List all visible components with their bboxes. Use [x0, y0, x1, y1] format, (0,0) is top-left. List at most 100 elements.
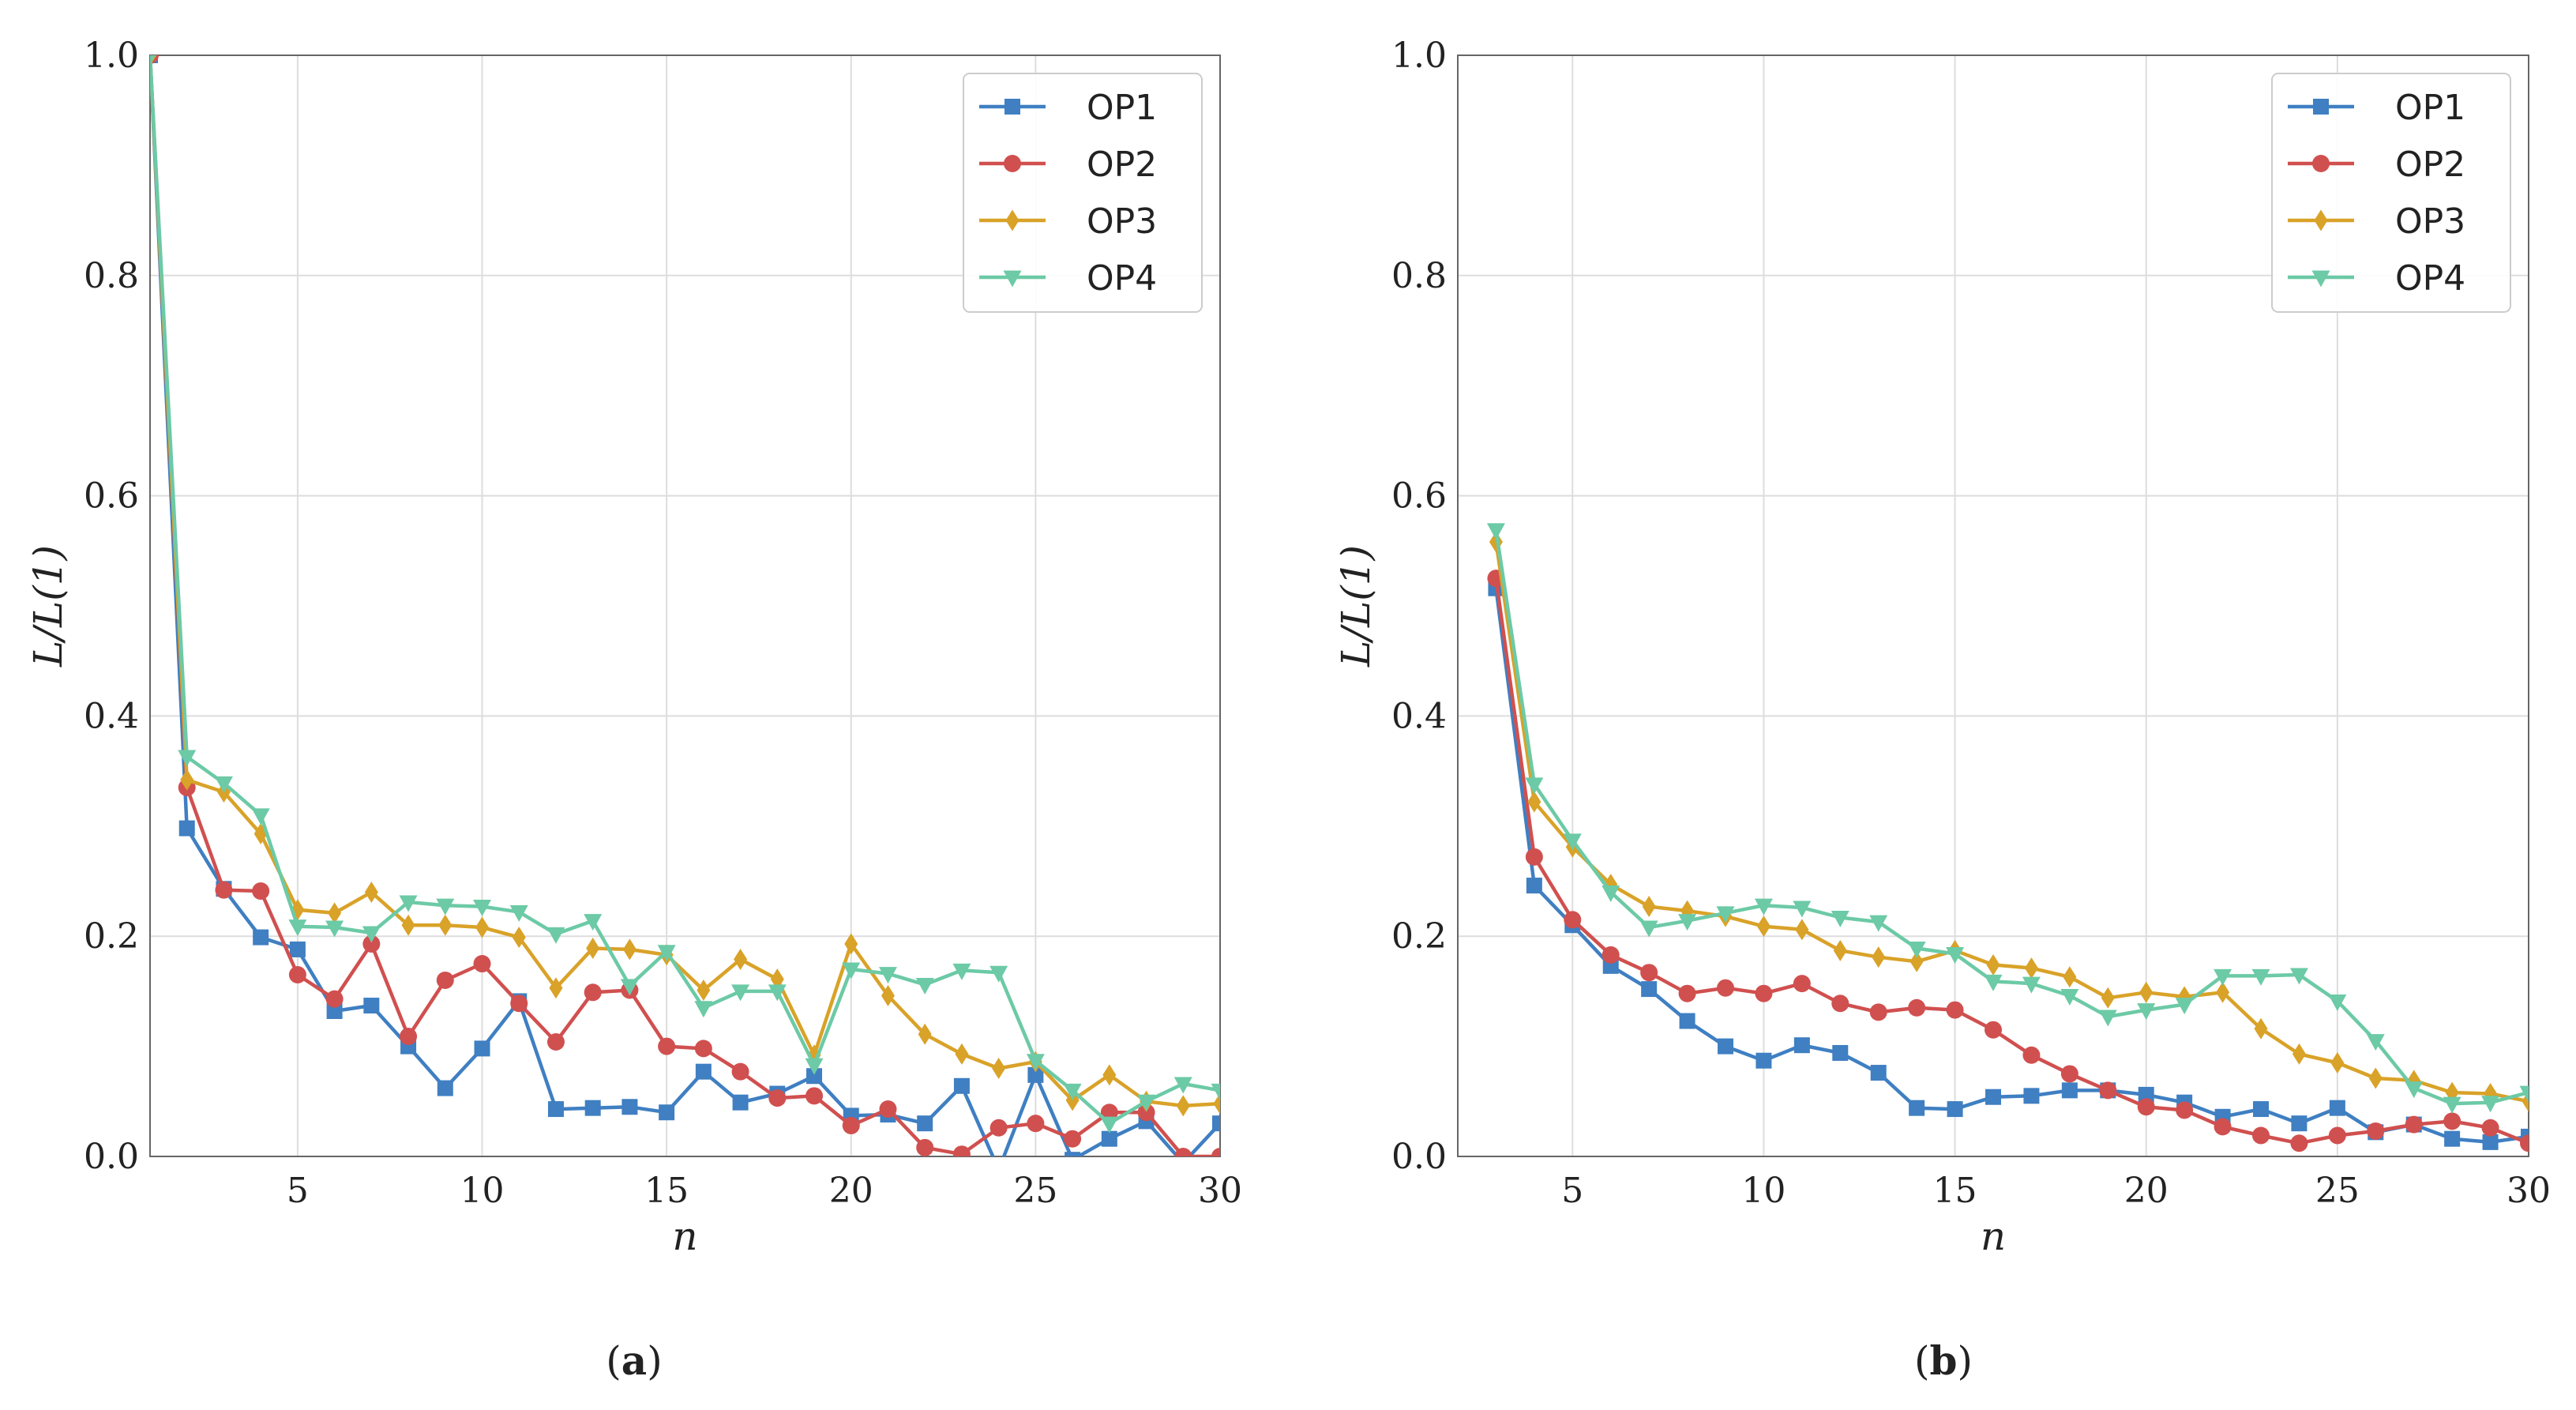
panel-b-legend-marker-op2 [2312, 155, 2330, 172]
panel-b-point-op3 [1909, 950, 1924, 972]
panel-a-point-op4 [1137, 1094, 1156, 1111]
panel-a-point-op3 [734, 948, 748, 970]
panel-b-point-op1 [2138, 1086, 2154, 1103]
panel-b-point-op1 [2291, 1115, 2308, 1132]
panel-b-point-op4 [1793, 901, 1812, 918]
panel-b-xtick-label: 15 [1933, 1171, 1977, 1211]
panel-b-line-op2 [1494, 577, 2529, 1145]
panel-a-point-op1 [289, 941, 306, 957]
panel-b-line-op1 [1494, 588, 2529, 1145]
panel-b-ytick-label: 0.2 [1391, 916, 1447, 957]
panel-a-point-op3 [844, 933, 858, 955]
panel-a-y-axis-label: L/L(1) [25, 545, 71, 667]
panel-a-ytick-label: 1.0 [84, 36, 139, 76]
panel-b-legend-label-op2: OP2 [2395, 145, 2465, 185]
panel-b-point-op4 [2137, 1003, 2156, 1021]
panel-a-point-op2 [510, 995, 528, 1013]
panel-b-xtick-label: 25 [2315, 1171, 2360, 1211]
panel-a-ytick-label: 0.4 [84, 696, 139, 736]
panel-a-point-op1 [1212, 1115, 1220, 1132]
panel-b-point-op4 [1602, 885, 1620, 902]
panel-a-point-op1 [1065, 1152, 1081, 1156]
panel-a-point-op4 [989, 965, 1008, 983]
panel-b-point-op2 [2252, 1126, 2270, 1145]
panel-b-legend-label-op3: OP3 [2395, 201, 2465, 242]
panel-b-y-axis-label: L/L(1) [1333, 545, 1379, 667]
panel-b-point-op1 [1832, 1044, 1849, 1061]
panel-b-point-op3 [1642, 896, 1656, 918]
panel-b-point-op4 [1716, 906, 1735, 923]
panel-a-legend-label-op4: OP4 [1087, 258, 1157, 299]
panel-a-point-op1 [1175, 1155, 1192, 1156]
panel-a-point-op4 [150, 55, 156, 66]
panel-b-point-op4 [2366, 1034, 2385, 1051]
panel-a-point-op3 [881, 984, 895, 1006]
panel-a-point-op4 [362, 926, 381, 943]
panel-b-point-op2 [1678, 984, 1696, 1002]
panel-b-caption: (b) [1914, 1337, 1973, 1384]
panel-a-point-op1 [732, 1094, 749, 1111]
panel-b-point-op2 [1869, 1003, 1887, 1021]
panel-a-point-op2 [1137, 1104, 1155, 1122]
panel-b-ytick-label: 0.8 [1391, 256, 1447, 296]
panel-b-line-op4 [1494, 529, 2529, 1106]
panel-a-point-op2 [694, 1040, 712, 1058]
panel-b-point-op3 [2368, 1067, 2383, 1089]
panel-b-xtick-label: 20 [2124, 1171, 2169, 1211]
panel-b-point-op2 [2290, 1134, 2308, 1152]
panel-a-point-op4 [1173, 1077, 1192, 1094]
panel-b-point-op1 [1793, 1037, 1810, 1054]
panel-a-point-op2 [473, 955, 491, 973]
panel-b-point-op1 [1985, 1089, 2001, 1105]
panel-a-point-op1 [953, 1077, 970, 1094]
panel-b-point-op1 [1718, 1038, 1733, 1055]
panel-a-point-op1 [178, 820, 195, 837]
panel-b-point-op2 [2481, 1119, 2499, 1137]
panel-b-point-op2 [1564, 911, 1582, 929]
panel-b-point-op1 [1679, 1013, 1695, 1029]
panel-b-xtick-label: 5 [1561, 1171, 1583, 1211]
panel-b-point-op1 [2329, 1100, 2345, 1116]
panel-b-point-op1 [1909, 1100, 1925, 1116]
panel-b-point-op2 [2060, 1065, 2078, 1083]
panel-a-point-op1 [806, 1068, 823, 1085]
panel-a-point-op1 [547, 1101, 564, 1118]
panel-a-point-op1 [991, 1162, 1007, 1178]
panel-b-point-op3 [1986, 953, 2000, 976]
panel-a-point-op3 [770, 968, 784, 991]
panel-a-point-op4 [1026, 1054, 1045, 1071]
panel-a-point-op4 [509, 905, 528, 923]
panel-b-point-op2 [2176, 1101, 2194, 1119]
panel-b-point-op4 [2098, 1010, 2117, 1027]
panel-a-point-op2 [731, 1062, 749, 1081]
panel-a-legend-marker-op3 [1005, 209, 1020, 231]
panel-a-ytick-label: 0.0 [84, 1137, 139, 1177]
panel-a-point-op4 [325, 920, 344, 938]
panel-a-point-op2 [1211, 1148, 1220, 1156]
panel-a-point-op4 [805, 1058, 824, 1075]
panel-b-ytick-label: 0.0 [1391, 1137, 1447, 1177]
panel-a-point-op2 [436, 971, 454, 989]
panel-a-point-op1 [253, 929, 269, 946]
panel-a-point-op2 [325, 990, 344, 1008]
panel-a-point-op3 [180, 769, 194, 791]
panel-a-point-op1 [437, 1080, 453, 1096]
panel-a-legend-label-op2: OP2 [1087, 145, 1157, 185]
panel-b-point-op1 [2061, 1082, 2078, 1099]
panel-a-point-op4 [546, 927, 565, 944]
panel-a-point-op3 [364, 881, 378, 903]
panel-a-point-op4 [878, 967, 897, 984]
panel-b-point-op3 [2063, 966, 2077, 988]
panel-a-point-op3 [586, 938, 600, 960]
panel-a-point-op3 [918, 1023, 932, 1045]
panel-b-point-op4 [1831, 911, 1849, 928]
panel-b-point-op4 [1563, 833, 1582, 851]
panel-b-point-op2 [2022, 1046, 2041, 1064]
panel-b-point-op2 [2328, 1126, 2346, 1145]
panel-b-point-op4 [1678, 914, 1697, 931]
panel-a-point-op1 [917, 1115, 933, 1132]
panel-a-legend-marker-op4 [1003, 270, 1022, 288]
panel-b-point-op2 [1985, 1021, 2002, 1039]
panel-a-point-op2 [1174, 1148, 1192, 1156]
panel-a-point-op2 [1027, 1115, 1045, 1133]
